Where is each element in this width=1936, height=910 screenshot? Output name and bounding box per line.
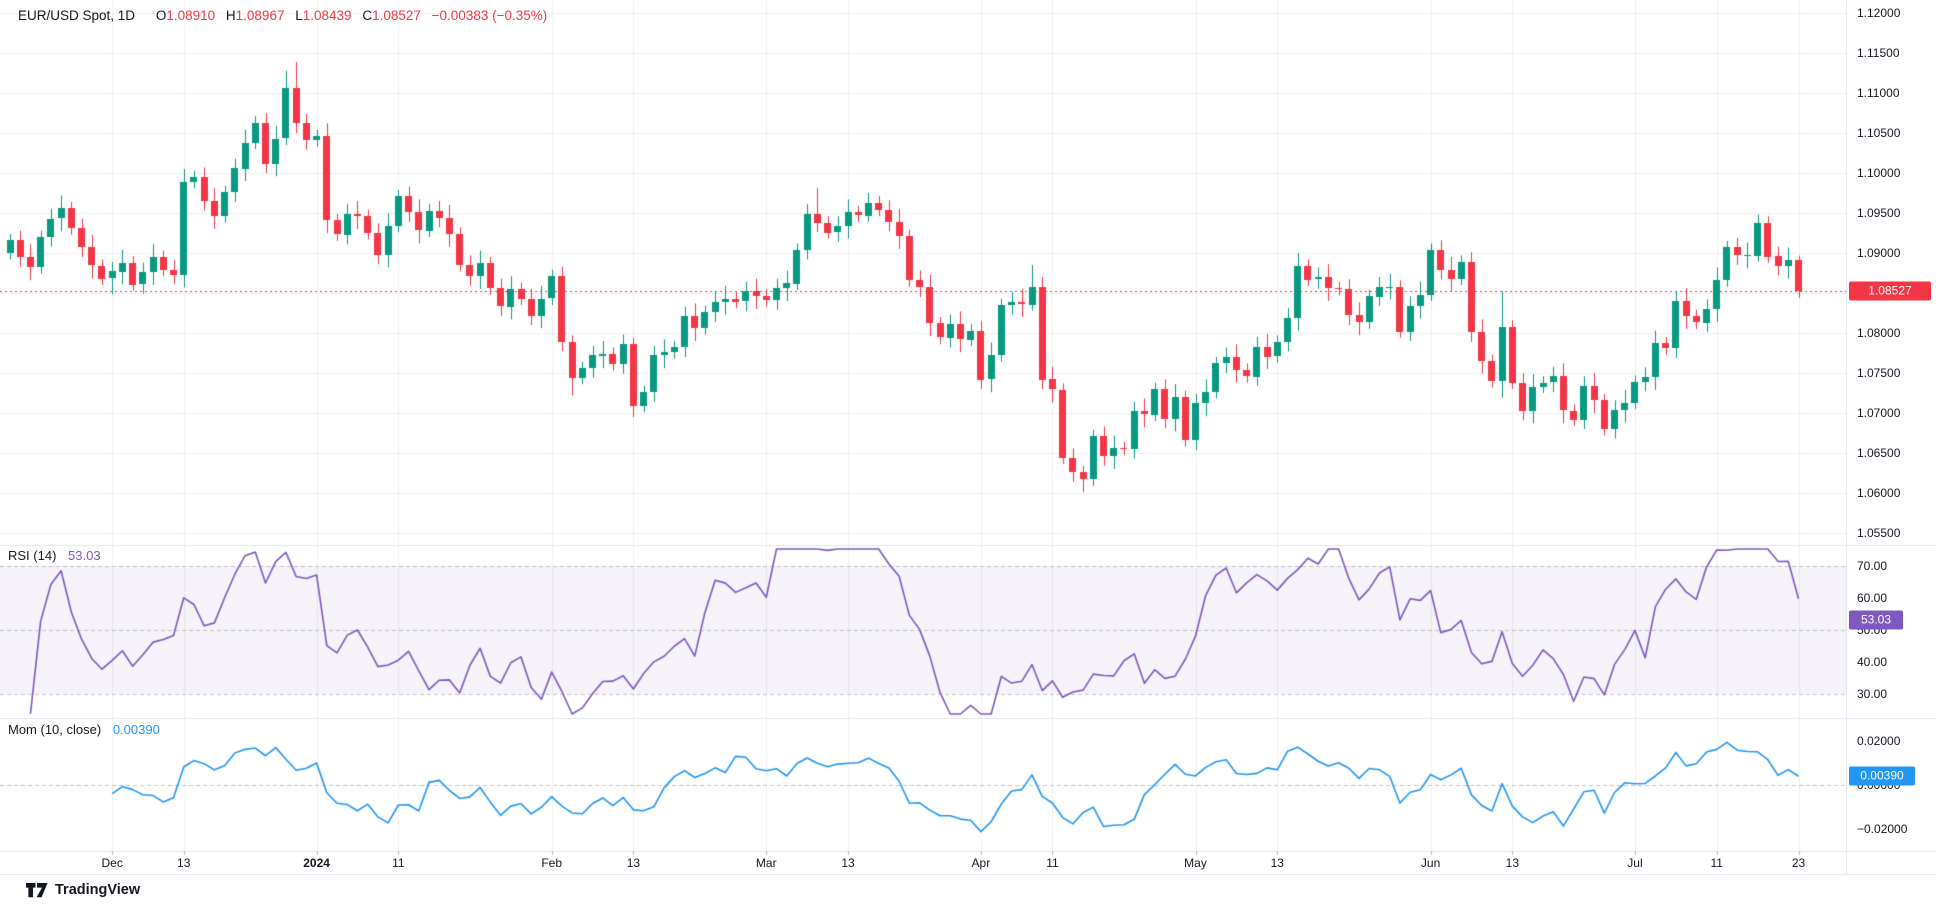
mom-value-badge: 0.00390	[1849, 766, 1915, 786]
time-axis-label: 11	[1710, 856, 1723, 870]
time-axis-label: Jun	[1420, 856, 1441, 870]
time-axis-label: Dec	[101, 856, 123, 870]
time-axis-label: Jul	[1627, 856, 1643, 870]
open-value: 1.08910	[166, 8, 216, 23]
symbol-title[interactable]: EUR/USD Spot, 1D	[18, 8, 136, 23]
price-axis-label: 1.11500	[1857, 46, 1900, 60]
low-value: 1.08439	[302, 8, 352, 23]
time-axis-label: Mar	[755, 856, 777, 870]
price-axis-label: 1.11000	[1857, 86, 1900, 100]
time-axis-label: 11	[1046, 856, 1059, 870]
close-label: C	[362, 8, 373, 23]
time-axis-label: 13	[177, 856, 191, 870]
time-axis-label: May	[1184, 856, 1207, 870]
tradingview-logo[interactable]: TradingView	[26, 882, 140, 898]
rsi-axis-label: 60.00	[1857, 591, 1888, 605]
price-axis-label: 1.12000	[1857, 6, 1901, 20]
time-axis-label: 13	[1505, 856, 1520, 870]
rsi-axis-label: 70.00	[1857, 559, 1888, 573]
rsi-value: 53.03	[68, 548, 101, 563]
price-axis-label: 1.07000	[1857, 406, 1901, 420]
rsi-legend: RSI (14) 53.03	[8, 548, 101, 563]
price-axis-label: 1.10000	[1857, 166, 1901, 180]
time-axis-label: 2024	[303, 856, 330, 870]
time-axis-label: 13	[1270, 856, 1284, 870]
high-value: 1.08967	[235, 8, 285, 23]
price-axis-label: 1.08000	[1857, 326, 1901, 340]
close-value: 1.08527	[372, 8, 421, 23]
symbol-legend: EUR/USD Spot, 1D O1.08910 H1.08967 L1.08…	[18, 8, 547, 23]
time-axis-label: Feb	[541, 856, 562, 870]
price-axis-label: 1.09000	[1857, 246, 1901, 260]
price-axis-label: 1.09500	[1857, 206, 1901, 220]
time-axis-label: 11	[392, 856, 405, 870]
open-label: O	[155, 8, 167, 23]
last-price-badge: 1.08527	[1849, 281, 1931, 301]
tradingview-logo-icon	[26, 882, 48, 897]
time-axis-label: 13	[841, 856, 855, 870]
price-axis-label: 1.07500	[1857, 366, 1901, 380]
time-axis-label: 23	[1791, 856, 1806, 870]
mom-value: 0.00390	[112, 722, 160, 737]
price-axis-label: 1.05500	[1857, 526, 1901, 540]
mom-legend: Mom (10, close) 0.00390	[8, 722, 160, 737]
price-axis-label: 1.06000	[1857, 486, 1901, 500]
high-label: H	[225, 8, 236, 23]
low-label: L	[295, 8, 303, 23]
rsi-value-badge: 53.03	[1849, 610, 1903, 630]
rsi-axis-label: 30.00	[1857, 687, 1888, 701]
mom-axis-label: 0.02000	[1857, 734, 1901, 748]
tradingview-logo-text: TradingView	[55, 882, 141, 898]
mom-title[interactable]: Mom (10, close)	[8, 722, 102, 737]
time-axis-label: 13	[626, 856, 641, 870]
time-axis-label: Apr	[971, 856, 991, 870]
change-value: −0.00383 (−0.35%)	[431, 8, 548, 23]
price-axis-label: 1.10500	[1857, 126, 1901, 140]
rsi-axis-label: 40.00	[1857, 655, 1888, 669]
mom-axis-label: −0.02000	[1857, 822, 1908, 836]
price-axis-label: 1.06500	[1857, 446, 1901, 460]
rsi-title[interactable]: RSI (14)	[8, 548, 57, 563]
